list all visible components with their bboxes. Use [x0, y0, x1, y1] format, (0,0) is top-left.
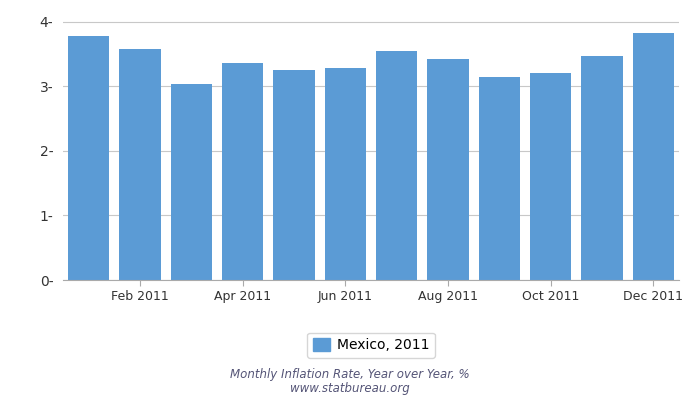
Bar [325, 68, 366, 280]
Bar [530, 73, 571, 280]
Bar [633, 33, 674, 280]
Bar [222, 63, 263, 280]
Text: www.statbureau.org: www.statbureau.org [290, 382, 410, 395]
Bar [582, 56, 622, 280]
Legend: Mexico, 2011: Mexico, 2011 [307, 332, 435, 358]
Bar [274, 70, 314, 280]
Bar [428, 59, 468, 280]
Bar [120, 50, 160, 280]
Bar [68, 36, 109, 280]
Bar [376, 51, 417, 280]
Bar [479, 77, 520, 280]
Text: Monthly Inflation Rate, Year over Year, %: Monthly Inflation Rate, Year over Year, … [230, 368, 470, 381]
Bar [171, 84, 212, 280]
